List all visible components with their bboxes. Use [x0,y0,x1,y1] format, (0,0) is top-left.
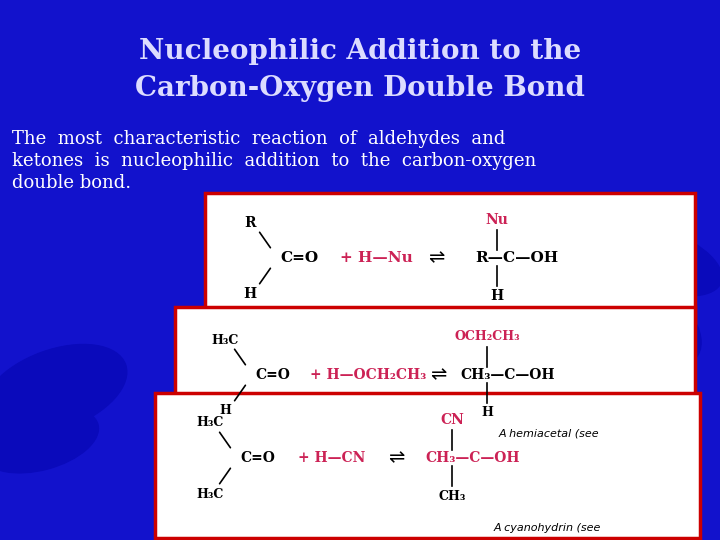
Text: C=O: C=O [280,251,318,265]
Text: C=O: C=O [240,451,275,465]
FancyBboxPatch shape [175,307,695,447]
Text: H₃C: H₃C [211,334,239,347]
Text: The  most  characteristic  reaction  of  aldehydes  and: The most characteristic reaction of alde… [12,130,505,148]
Text: H: H [219,404,231,417]
Ellipse shape [0,407,99,473]
Text: CH₃—C—OH: CH₃—C—OH [425,451,520,465]
Ellipse shape [598,224,720,296]
FancyBboxPatch shape [205,193,695,323]
Text: CH₃: CH₃ [438,489,466,503]
Text: ⇌: ⇌ [428,248,444,267]
Text: double bond.: double bond. [12,174,131,192]
Text: C=O: C=O [255,368,290,382]
Text: H₃C: H₃C [197,488,224,501]
Text: H: H [490,289,503,303]
FancyBboxPatch shape [155,393,700,538]
Text: CH₃—C—OH: CH₃—C—OH [460,368,554,382]
Text: + H—OCH₂CH₃: + H—OCH₂CH₃ [310,368,426,382]
Ellipse shape [539,251,701,369]
Text: OCH₂CH₃: OCH₂CH₃ [454,330,520,343]
Text: Carbon-Oxygen Double Bond: Carbon-Oxygen Double Bond [135,75,585,102]
Text: A cyanohydrin (see: A cyanohydrin (see [494,523,601,533]
Text: Nu: Nu [485,213,508,227]
Text: ⇌: ⇌ [388,449,405,468]
Text: + H—CN: + H—CN [298,451,365,465]
Text: R—C—OH: R—C—OH [475,251,558,265]
Text: R: R [244,216,256,230]
Text: + H—Nu: + H—Nu [340,251,413,265]
Text: ⇌: ⇌ [430,366,446,384]
Text: H₃C: H₃C [197,416,224,429]
Text: CN: CN [440,413,464,427]
Ellipse shape [0,345,127,435]
Text: ketones  is  nucleophilic  addition  to  the  carbon-oxygen: ketones is nucleophilic addition to the … [12,152,536,170]
Text: H: H [481,407,493,420]
Text: Nucleophilic Addition to the: Nucleophilic Addition to the [139,38,581,65]
Text: H: H [243,287,256,301]
Text: A hemiacetal (see: A hemiacetal (see [499,429,600,439]
